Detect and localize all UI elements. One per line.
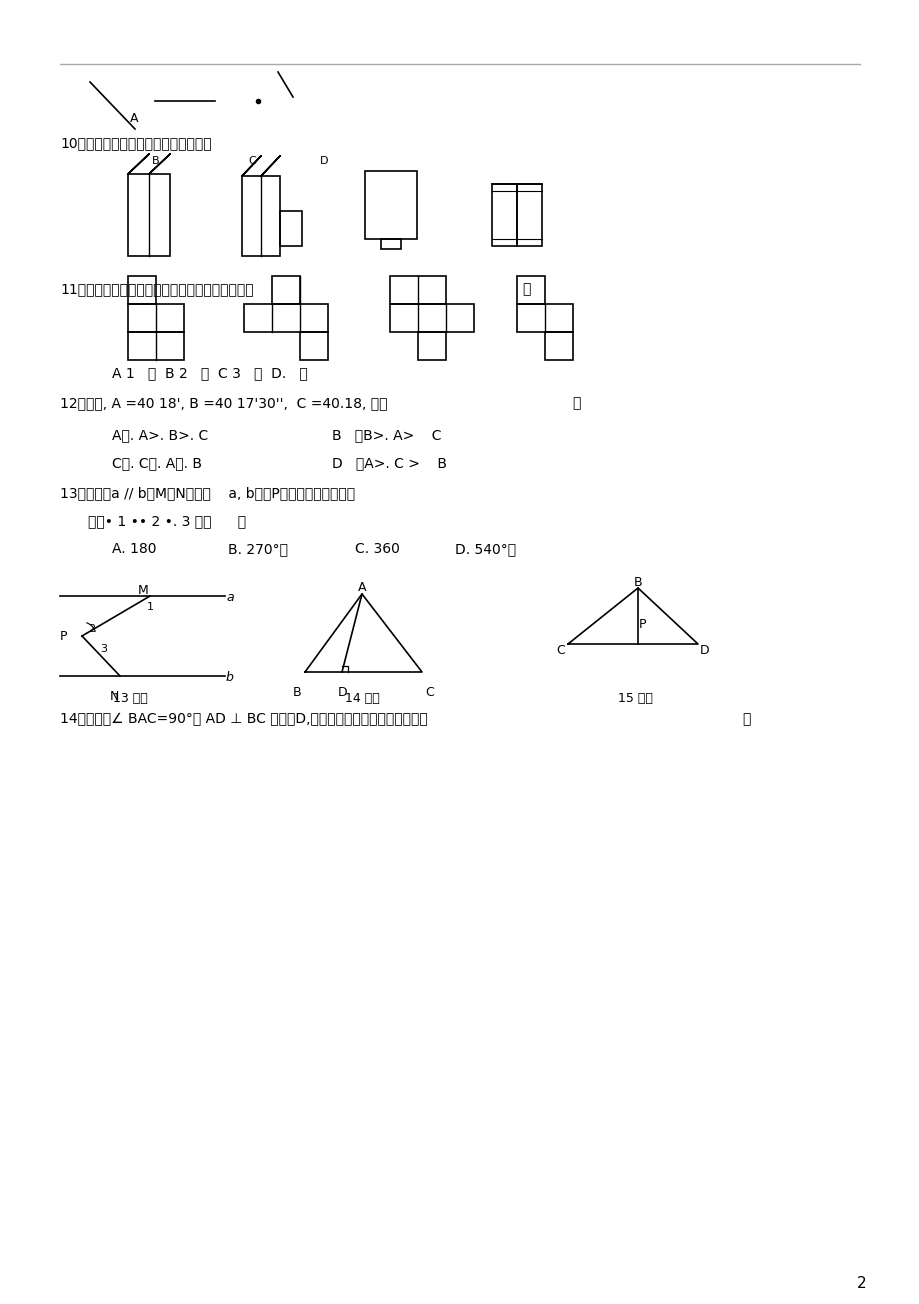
Text: A. 180: A. 180 bbox=[112, 542, 156, 556]
Text: D: D bbox=[699, 644, 709, 657]
Bar bbox=[272, 276, 300, 304]
Text: C: C bbox=[425, 686, 433, 699]
Text: A 1   个  B 2   个  C 3   个  D.   个: A 1 个 B 2 个 C 3 个 D. 个 bbox=[112, 366, 308, 379]
Text: A: A bbox=[357, 582, 366, 595]
Text: M: M bbox=[138, 584, 149, 597]
Text: 13、如图，a // b，M，N分别在    a, b上，P为两平行线间一点，: 13、如图，a // b，M，N分别在 a, b上，P为两平行线间一点， bbox=[60, 486, 355, 499]
Text: B. 270°：: B. 270°： bbox=[228, 542, 288, 556]
Text: C: C bbox=[248, 156, 255, 166]
Text: 2: 2 bbox=[88, 625, 95, 634]
Bar bbox=[242, 176, 279, 256]
Text: C、. C＞. A＞. B: C、. C＞. A＞. B bbox=[112, 456, 202, 469]
Text: b: b bbox=[226, 672, 233, 685]
Text: a: a bbox=[226, 591, 233, 604]
Text: N: N bbox=[110, 690, 119, 703]
Bar bbox=[544, 333, 573, 360]
Text: C. 360: C. 360 bbox=[355, 542, 400, 556]
Bar bbox=[516, 304, 573, 333]
Bar bbox=[390, 304, 473, 333]
Text: B: B bbox=[152, 156, 160, 166]
Bar bbox=[128, 276, 156, 304]
Text: 2: 2 bbox=[857, 1277, 866, 1291]
Text: 11、如图所示的图形中是正方体的平面展开图的有: 11、如图所示的图形中是正方体的平面展开图的有 bbox=[60, 282, 254, 296]
Bar bbox=[492, 184, 516, 246]
Text: 14 题图: 14 题图 bbox=[345, 692, 379, 705]
Text: ）: ） bbox=[572, 396, 580, 409]
Text: B: B bbox=[292, 686, 301, 699]
Text: B: B bbox=[633, 576, 642, 589]
Text: 10、如图所示，能折叠成三棱柱的是（: 10、如图所示，能折叠成三棱柱的是（ bbox=[60, 136, 211, 150]
Text: A、. A>. B>. C: A、. A>. B>. C bbox=[112, 428, 208, 442]
Text: 14、如图，∠ BAC=90°， AD ⊥ BC 垂足为D,则下面的结论中正确的个数为（: 14、如图，∠ BAC=90°， AD ⊥ BC 垂足为D,则下面的结论中正确的… bbox=[60, 712, 427, 726]
Bar bbox=[244, 304, 328, 333]
Text: D: D bbox=[337, 686, 347, 699]
Text: A: A bbox=[130, 112, 139, 125]
Bar bbox=[417, 333, 446, 360]
Text: B   、B>. A>    C: B 、B>. A> C bbox=[332, 428, 441, 442]
Bar bbox=[128, 173, 170, 256]
Bar bbox=[516, 276, 544, 304]
Bar bbox=[390, 276, 446, 304]
Text: P: P bbox=[60, 630, 67, 643]
Text: 1: 1 bbox=[147, 602, 153, 612]
Text: 3: 3 bbox=[100, 644, 107, 655]
Text: D   、A>. C >    B: D 、A>. C > B bbox=[332, 456, 447, 469]
Text: 那么• 1 •• 2 •. 3 二（      ）: 那么• 1 •• 2 •. 3 二（ ） bbox=[88, 514, 246, 528]
Text: D: D bbox=[320, 156, 328, 166]
Text: P: P bbox=[639, 618, 646, 631]
Bar bbox=[516, 184, 541, 246]
Text: D. 540°：: D. 540°： bbox=[455, 542, 516, 556]
Text: ）: ） bbox=[742, 712, 750, 726]
Bar bbox=[279, 211, 301, 246]
Text: 13 题图: 13 题图 bbox=[112, 692, 147, 705]
Bar bbox=[300, 333, 328, 360]
Text: 15 题图: 15 题图 bbox=[617, 692, 652, 705]
Bar bbox=[365, 171, 416, 239]
Bar bbox=[128, 304, 184, 333]
Text: C: C bbox=[555, 644, 564, 657]
Bar bbox=[128, 333, 184, 360]
Bar bbox=[380, 239, 401, 249]
Text: ）: ） bbox=[521, 282, 529, 296]
Text: 12、已知, A =40 18', B =40 17'30'',  C =40.18, 则（: 12、已知, A =40 18', B =40 17'30'', C =40.1… bbox=[60, 396, 387, 409]
